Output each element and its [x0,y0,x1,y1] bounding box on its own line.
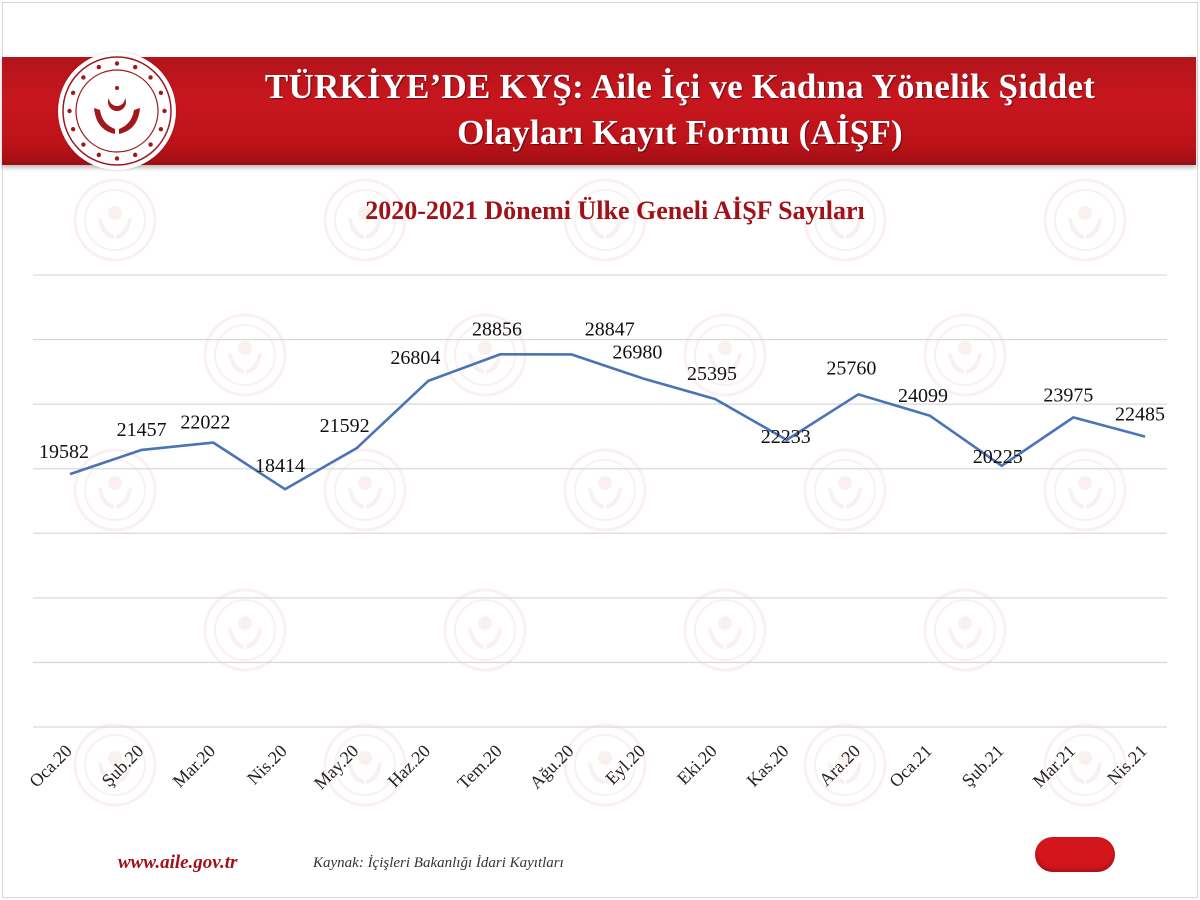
watermark-emblem-icon [920,585,1010,680]
watermark-emblem-icon [200,310,290,405]
watermark-emblem-icon [560,445,650,540]
x-axis-tick-label: Haz.20 [384,741,435,792]
watermark-emblem-icon [70,175,160,270]
data-label: 26980 [612,342,662,364]
data-label: 22022 [180,412,230,434]
watermark-emblem-icon [200,585,290,680]
x-axis-tick-label: Eki.20 [673,741,721,789]
footer-website-link[interactable]: www.aile.gov.tr [118,852,238,873]
data-label: 28847 [585,318,635,340]
page-title: TÜRKİYE’DE KYŞ: Aile İçi ve Kadına Yönel… [190,64,1170,156]
data-label: 28856 [472,318,522,340]
title-line-1: TÜRKİYE’DE KYŞ: Aile İçi ve Kadına Yönel… [264,67,1096,106]
data-label: 24099 [898,385,948,407]
data-label: 23975 [1043,384,1093,406]
header-banner [2,57,1196,165]
x-axis-tick-label: Mar.20 [169,741,220,792]
x-axis-tick-label: Tem.20 [453,741,505,793]
watermark-emblem-icon [800,720,890,815]
decorative-red-pill [1035,837,1115,872]
x-axis-tick-label: May.20 [310,741,363,794]
x-axis-tick-label: Oca.21 [885,741,936,792]
footer-source-note: Kaynak: İçişleri Bakanlığı İdari Kayıtla… [313,855,564,871]
watermark-emblem-icon [680,310,770,405]
data-label: 26804 [390,347,440,369]
watermark-emblem-icon [440,585,530,680]
watermark-emblem-icon [800,175,890,270]
title-line-2: Olayları Kayıt Formu (AİŞF) [457,113,903,152]
data-label: 18414 [255,455,305,477]
watermark-emblem-icon [320,720,410,815]
watermark-emblem-icon [1040,175,1130,270]
watermark-emblem-icon [920,310,1010,405]
chart-title: 2020-2021 Dönemi Ülke Geneli AİŞF Sayıla… [365,196,865,225]
x-axis-tick-label: Ara.20 [815,741,864,790]
watermark-emblem-icon [560,175,650,270]
watermark-emblem-icon [560,720,650,815]
x-axis-tick-label: Nis.21 [1103,741,1151,789]
watermark-emblem-icon [800,445,890,540]
watermark-emblem-icon [320,445,410,540]
x-axis-tick-label: Oca.20 [25,741,76,792]
x-axis-tick-label: Eyl.20 [601,741,649,789]
x-axis-tick-label: Şub.21 [958,741,1008,791]
x-axis-tick-label: Nis.20 [243,741,291,789]
ministry-emblem-icon [58,52,176,170]
x-axis-tick-label: Kas.20 [743,741,793,791]
x-axis-tick-label: Ağu.20 [526,741,578,793]
data-label: 21457 [117,419,167,441]
watermark-emblem-icon [70,720,160,815]
data-label: 22485 [1115,404,1165,426]
data-label: 19582 [39,441,89,463]
x-axis-tick-label: Şub.20 [98,741,148,791]
data-label: 25395 [687,363,737,385]
data-label: 25760 [826,357,876,379]
data-label: 22233 [761,426,811,448]
x-axis-tick-label: Mar.21 [1029,741,1080,792]
watermark-emblem-icon [1040,445,1130,540]
data-label: 20225 [973,446,1023,468]
data-series-line [69,353,1146,491]
watermark-emblem-icon [680,585,770,680]
watermark-emblem-icon [1040,720,1130,815]
watermark-emblem-icon [320,175,410,270]
data-label: 21592 [320,415,370,437]
watermark-emblem-icon [70,445,160,540]
